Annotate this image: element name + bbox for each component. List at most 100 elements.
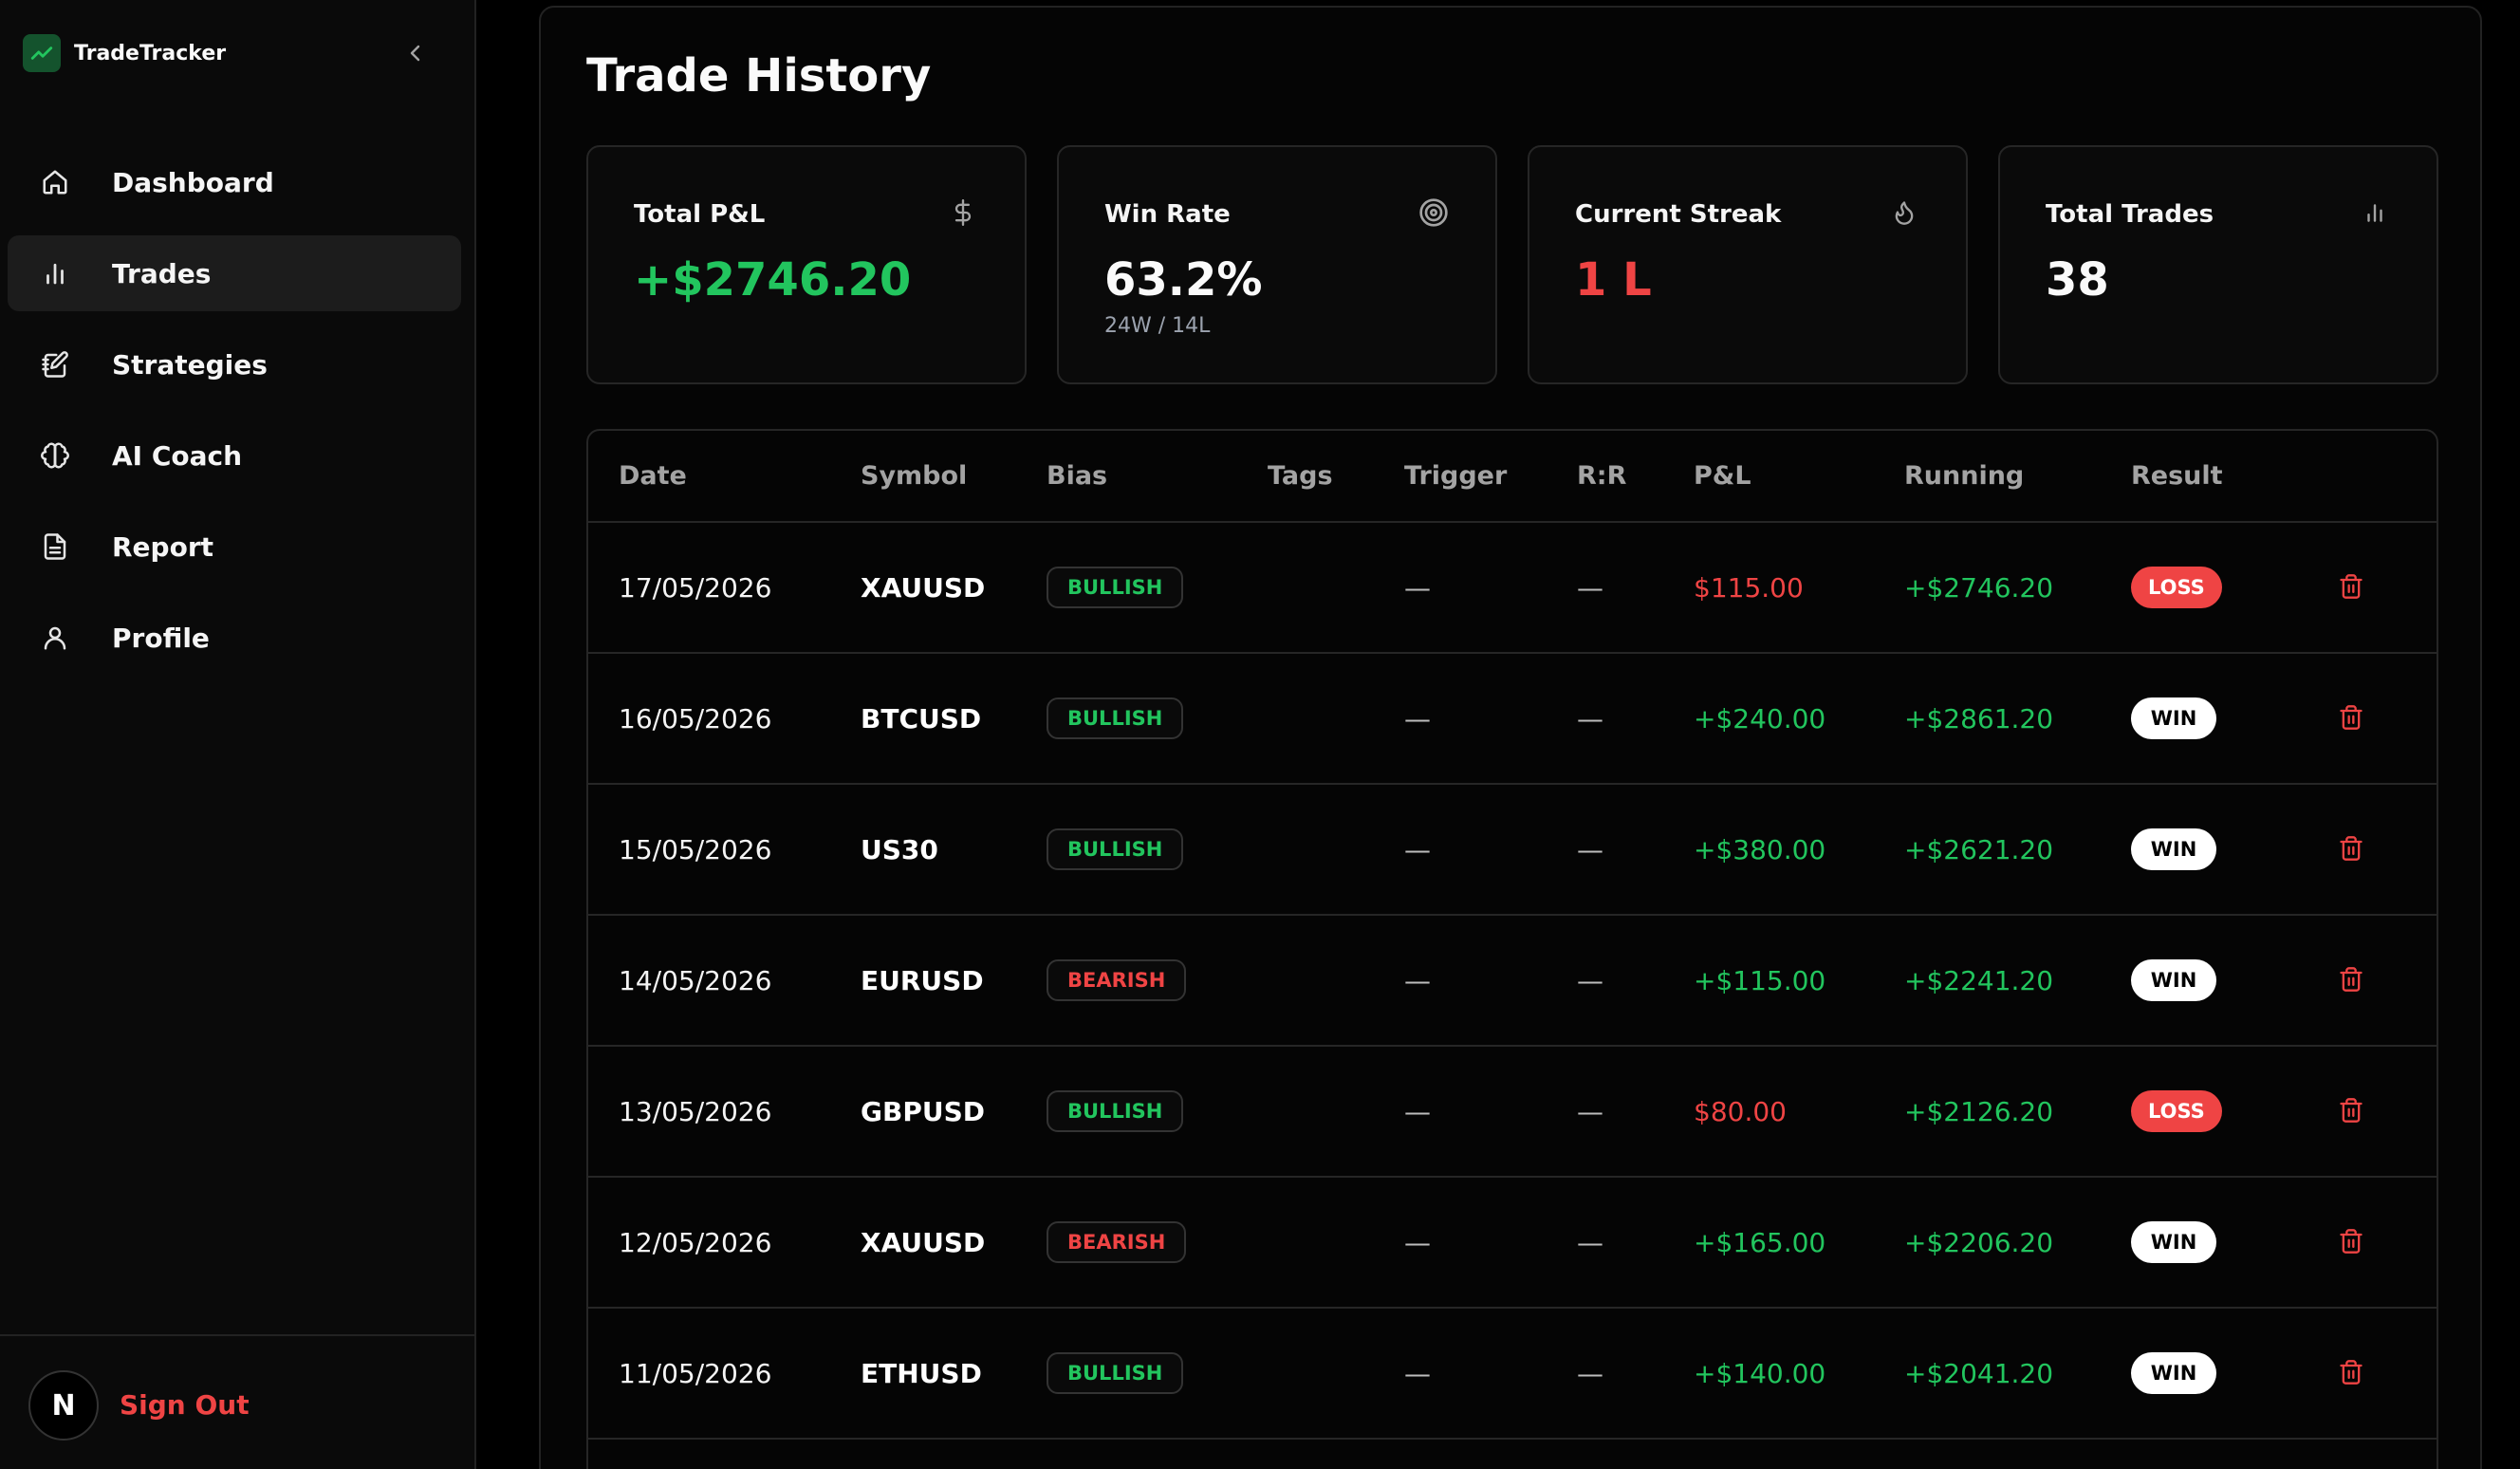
collapse-sidebar-button[interactable]	[398, 36, 433, 70]
sign-out-button[interactable]: Sign Out	[120, 1389, 250, 1421]
cell-actions	[2302, 1308, 2437, 1439]
trash-icon[interactable]	[2332, 1222, 2370, 1260]
cell-tags	[1237, 1177, 1374, 1308]
column-header-trigger[interactable]: Trigger	[1374, 431, 1547, 523]
trash-icon[interactable]	[2332, 698, 2370, 736]
cell-running: +$2861.20	[1904, 702, 2054, 734]
bias-badge: BULLISH	[1047, 697, 1184, 739]
cell-pnl: +$140.00	[1694, 1357, 1826, 1389]
sidebar-item-dashboard[interactable]: Dashboard	[8, 144, 461, 220]
sidebar-item-profile[interactable]: Profile	[8, 600, 461, 676]
cell-symbol: BTCUSD	[861, 702, 982, 734]
cell-trigger: —	[1404, 702, 1431, 734]
cell-tags	[1237, 784, 1374, 915]
cell-trigger: —	[1404, 571, 1431, 604]
stat-label: Current Streak	[1575, 200, 1782, 229]
column-header-pnl[interactable]: P&L	[1663, 431, 1874, 523]
trades-table: Date Symbol Bias Tags Trigger R:R P&L Ru…	[586, 429, 2438, 1469]
sidebar-item-ai-coach[interactable]: AI Coach	[8, 418, 461, 493]
cell-result: WIN	[2101, 1308, 2302, 1439]
column-header-actions	[2302, 431, 2437, 523]
table-row[interactable]: 16/05/2026 BTCUSD BULLISH — — +$240.00 +…	[588, 653, 2437, 784]
trend-up-icon	[23, 34, 61, 72]
stat-label: Total Trades	[2046, 200, 2214, 229]
app-name: TradeTracker	[74, 41, 227, 65]
trash-icon[interactable]	[2332, 1091, 2370, 1129]
cell-running: +$2206.20	[1904, 1226, 2054, 1258]
cell-trigger: —	[1404, 833, 1431, 865]
bias-badge: BEARISH	[1047, 959, 1187, 1001]
file-text-icon	[36, 528, 74, 566]
trash-icon[interactable]	[2332, 829, 2370, 867]
table-row[interactable]: 17/05/2026 XAUUSD BULLISH — — $115.00 +$…	[588, 522, 2437, 653]
result-badge: LOSS	[2131, 567, 2222, 608]
cell-actions	[2302, 784, 2437, 915]
cell-date: 11/05/2026	[619, 1357, 772, 1389]
column-header-tags[interactable]: Tags	[1237, 431, 1374, 523]
result-badge: LOSS	[2131, 1090, 2222, 1132]
cell-running: +$2041.20	[1904, 1357, 2054, 1389]
cell-date: 17/05/2026	[619, 571, 772, 604]
column-header-symbol[interactable]: Symbol	[830, 431, 1016, 523]
table-row[interactable]: 12/05/2026 XAUUSD BEARISH — — +$165.00 +…	[588, 1177, 2437, 1308]
stat-card-win-rate: Win Rate 63.2% 24W / 14L	[1057, 145, 1497, 384]
sidebar-item-report[interactable]: Report	[8, 509, 461, 585]
column-header-result[interactable]: Result	[2101, 431, 2302, 523]
trash-icon[interactable]	[2332, 960, 2370, 998]
sidebar-item-label: Dashboard	[112, 166, 274, 198]
cell-date: 12/05/2026	[619, 1226, 772, 1258]
cell-trigger: —	[1404, 1357, 1431, 1389]
cell-tags	[1237, 915, 1374, 1046]
trash-icon[interactable]	[2332, 567, 2370, 605]
cell-rr: —	[1577, 833, 1603, 865]
cell-pnl: $80.00	[1694, 1095, 1787, 1127]
table-row[interactable]: 11/05/2026 ETHUSD BULLISH — — +$140.00 +…	[588, 1308, 2437, 1439]
brand[interactable]: TradeTracker	[23, 34, 226, 72]
column-header-rr[interactable]: R:R	[1547, 431, 1663, 523]
bias-badge: BULLISH	[1047, 567, 1184, 608]
cell-tags	[1237, 1308, 1374, 1439]
sidebar-item-strategies[interactable]: Strategies	[8, 326, 461, 402]
table-row[interactable]: 14/05/2026 EURUSD BEARISH — — +$115.00 +…	[588, 915, 2437, 1046]
trash-icon[interactable]	[2332, 1353, 2370, 1391]
stat-value: 1 L	[1575, 253, 1652, 307]
table-row[interactable]: 15/05/2026 US30 BULLISH — — +$380.00 +$2…	[588, 784, 2437, 915]
cell-date: 13/05/2026	[619, 1095, 772, 1127]
column-header-bias[interactable]: Bias	[1016, 431, 1237, 523]
target-icon	[1418, 196, 1450, 229]
cell-actions	[2302, 1046, 2437, 1177]
cell-bias: BULLISH	[1016, 784, 1237, 915]
stat-card-total-pnl: Total P&L +$2746.20	[586, 145, 1027, 384]
cell-trigger: —	[1404, 1226, 1431, 1258]
avatar[interactable]: N	[28, 1370, 99, 1441]
cell-rr: —	[1577, 702, 1603, 734]
bias-badge: BULLISH	[1047, 1352, 1184, 1394]
cell-actions	[2302, 653, 2437, 784]
cell-symbol: US30	[861, 833, 938, 865]
cell-date: 15/05/2026	[619, 833, 772, 865]
cell-symbol: GBPUSD	[861, 1095, 985, 1127]
table-row[interactable]: 13/05/2026 GBPUSD BULLISH — — $80.00 +$2…	[588, 1046, 2437, 1177]
cell-running: +$2621.20	[1904, 833, 2054, 865]
cell-pnl: +$165.00	[1694, 1226, 1826, 1258]
cell-pnl: +$115.00	[1694, 964, 1826, 996]
stat-label: Total P&L	[634, 200, 766, 229]
sidebar-item-trades[interactable]: Trades	[8, 235, 461, 311]
brain-icon	[36, 437, 74, 474]
cell-rr: —	[1577, 1357, 1603, 1389]
cell-result: WIN	[2101, 915, 2302, 1046]
cell-symbol: EURUSD	[861, 964, 984, 996]
cell-running: +$2241.20	[1904, 964, 2054, 996]
sidebar-item-label: Strategies	[112, 348, 268, 381]
bias-badge: BULLISH	[1047, 1090, 1184, 1132]
cell-trigger: —	[1404, 1095, 1431, 1127]
cell-result: LOSS	[2101, 522, 2302, 653]
cell-actions	[2302, 522, 2437, 653]
bias-badge: BEARISH	[1047, 1221, 1187, 1263]
stat-value: 38	[2046, 253, 2109, 307]
cell-rr: —	[1577, 571, 1603, 604]
cell-tags	[1237, 1046, 1374, 1177]
cell-pnl: +$240.00	[1694, 702, 1826, 734]
column-header-running[interactable]: Running	[1874, 431, 2101, 523]
column-header-date[interactable]: Date	[588, 431, 830, 523]
